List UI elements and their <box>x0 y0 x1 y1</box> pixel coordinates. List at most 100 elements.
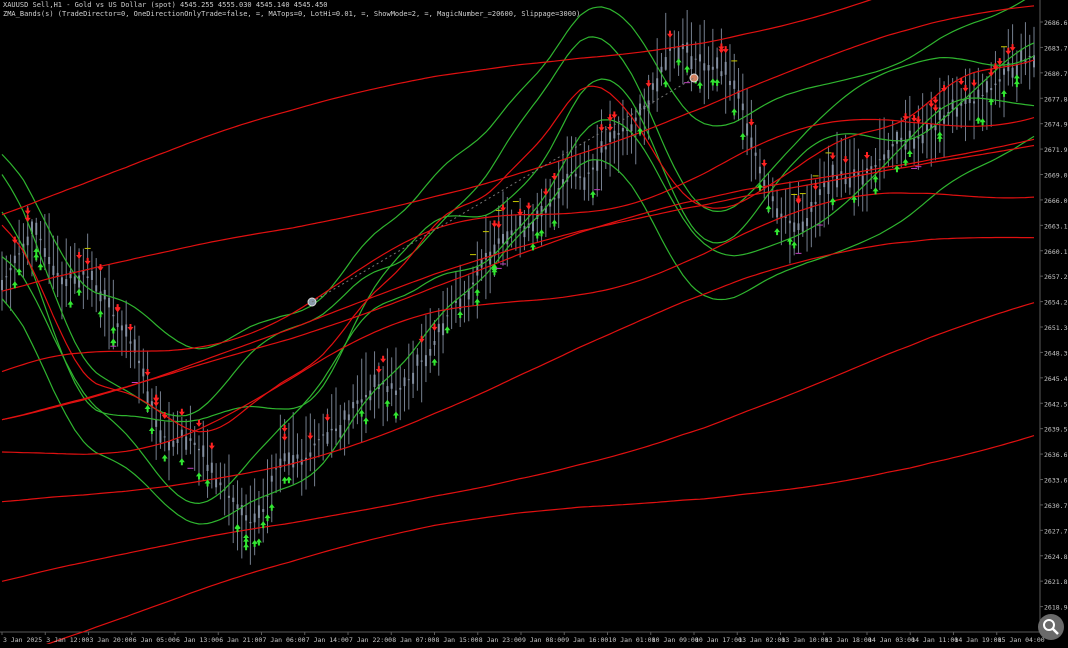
sell-arrow <box>958 78 965 86</box>
candle-body <box>647 100 650 112</box>
y-tick-label: 2674.900 <box>1044 121 1068 129</box>
zoom-button[interactable] <box>1038 614 1064 640</box>
sell-arrow <box>127 323 134 331</box>
candle-body <box>857 171 860 177</box>
candle-body <box>249 522 252 524</box>
candle-body <box>887 149 890 159</box>
sell-arrow <box>431 323 438 331</box>
buy-arrow <box>765 205 772 213</box>
candle-body <box>236 504 239 510</box>
candle-body <box>514 229 517 231</box>
candle-body <box>763 180 766 190</box>
candle-body <box>257 505 260 518</box>
candle-body <box>557 187 560 199</box>
candle-body <box>245 515 248 521</box>
buy-arrow <box>829 197 836 205</box>
candle-body <box>5 276 8 278</box>
buy-arrow <box>529 243 536 251</box>
y-tick-label: 2660.175 <box>1044 248 1068 256</box>
candle-body <box>484 252 487 260</box>
candle-body <box>159 430 162 443</box>
buy-arrow <box>444 326 451 334</box>
candle-body <box>694 58 697 60</box>
buy-arrow <box>161 454 168 462</box>
buy-arrow <box>243 537 250 545</box>
y-tick-label: 2680.790 <box>1044 70 1068 78</box>
candle-body <box>784 215 787 219</box>
candle-body <box>754 152 757 156</box>
buy-arrow <box>11 281 18 289</box>
candle-body <box>266 495 269 497</box>
buy-arrow <box>384 399 391 407</box>
sell-arrow <box>996 58 1003 66</box>
buy-arrow <box>474 288 481 296</box>
sell-arrow <box>161 412 168 420</box>
candle-body <box>180 429 183 438</box>
candle-body <box>681 43 684 50</box>
buy-arrow <box>110 326 117 334</box>
candle-body <box>39 238 42 241</box>
red-band <box>1 138 1035 421</box>
candle-body <box>99 291 102 302</box>
candle-body <box>990 88 993 91</box>
sell-arrow <box>114 304 121 312</box>
sell-arrow <box>418 335 425 343</box>
sell-arrow <box>795 195 802 203</box>
buy-arrow <box>774 228 781 236</box>
candle-body <box>583 177 586 190</box>
candle-body <box>176 439 179 444</box>
sell-arrow <box>863 152 870 160</box>
buy-arrow <box>268 503 275 511</box>
candle-body <box>193 442 196 445</box>
x-tick-label: 10 Jan 09:00 <box>652 636 699 644</box>
buy-arrow <box>392 411 399 419</box>
candle-body <box>219 482 222 486</box>
candle-body <box>30 221 33 234</box>
candle-body <box>82 270 85 275</box>
sell-arrow <box>153 399 160 407</box>
y-tick-label: 2666.065 <box>1044 197 1068 205</box>
y-tick-label: 2618.945 <box>1044 604 1068 612</box>
candle-body <box>587 172 590 174</box>
buy-arrow <box>431 358 438 366</box>
candle-body <box>399 387 402 390</box>
x-tick-label: 9 Jan 16:00 <box>565 636 608 644</box>
candle-body <box>69 271 72 279</box>
candle-body <box>891 143 894 147</box>
candle-body <box>1024 58 1027 64</box>
sell-arrow <box>542 188 549 196</box>
buy-arrow <box>457 311 464 319</box>
candle-body <box>904 140 907 150</box>
sell-arrow <box>208 442 215 450</box>
x-tick-label: 3 Jan 20:00 <box>90 636 133 644</box>
candle-body <box>1015 64 1018 77</box>
sell-arrow <box>962 84 969 92</box>
candle-body <box>660 66 663 73</box>
green-band <box>1 97 1035 505</box>
candle-body <box>253 513 256 523</box>
candle-body <box>814 201 817 204</box>
candle-body <box>467 288 470 300</box>
green-band <box>1 0 1026 350</box>
candle-body <box>120 325 123 331</box>
candle-body <box>352 402 355 409</box>
candle-body <box>429 348 432 356</box>
x-tick-label: 8 Jan 07:00 <box>392 636 435 644</box>
y-tick-label: 2633.670 <box>1044 477 1068 485</box>
candle-body <box>878 159 881 161</box>
y-tick-label: 2624.835 <box>1044 553 1068 561</box>
sell-arrow <box>812 183 819 191</box>
buy-arrow <box>178 458 185 466</box>
candle-body <box>335 428 338 432</box>
candle-body <box>296 454 299 459</box>
buy-arrow <box>97 310 104 318</box>
candle-body <box>86 276 89 279</box>
candle-body <box>56 272 59 277</box>
candle-body <box>874 164 877 167</box>
sell-arrow <box>611 111 618 119</box>
candle-body <box>930 123 933 129</box>
sell-arrow <box>24 214 31 222</box>
candle-body <box>373 374 376 387</box>
